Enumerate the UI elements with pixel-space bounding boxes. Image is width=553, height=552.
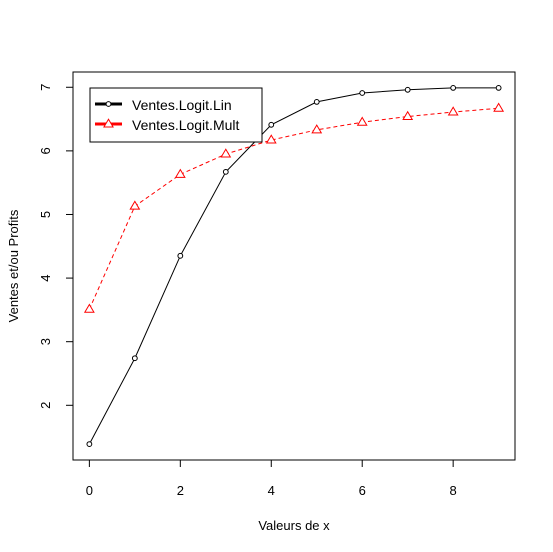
y-tick-label: 6 [38,147,53,154]
data-point [220,148,232,158]
series-line [88,87,499,445]
series-line [88,107,499,310]
x-tick-label: 4 [268,483,275,498]
data-point [402,110,414,121]
x-tick-label: 2 [177,483,184,498]
data-point [313,98,320,105]
data-point [495,85,502,91]
data-point [129,200,141,210]
legend-swatch-marker [103,118,114,128]
x-axis: 0 2 4 6 8 [86,459,457,498]
data-point [265,134,277,144]
x-tick-label: 0 [86,483,93,498]
data-point [493,102,505,112]
x-tick-label: 6 [359,483,366,498]
y-tick-label: 2 [38,402,53,409]
data-point [222,168,229,175]
series-layer [83,85,505,447]
y-tick-label: 5 [38,211,53,218]
data-point [86,441,93,447]
data-point [268,121,275,128]
y-tick-label: 4 [38,274,53,281]
y-axis-title: Ventes et/ou Profits [6,209,21,322]
legend-swatch-marker [105,101,112,107]
data-point [356,116,368,126]
data-point [83,303,95,313]
y-tick-label: 7 [38,84,53,91]
x-tick-label: 8 [450,483,457,498]
series-1 [83,102,505,313]
data-point [311,124,323,134]
legend-label-ventes-logit-mult: Ventes.Logit.Mult [132,117,240,133]
data-point [177,252,184,259]
data-point [447,106,459,116]
data-point [359,90,366,96]
data-point [131,355,138,362]
y-axis: 2 3 4 5 6 7 [38,84,74,409]
legend: Ventes.Logit.Lin Ventes.Logit.Mult [89,87,263,143]
x-axis-title: Valeurs de x [258,518,330,533]
series-0 [86,85,502,447]
data-point [404,86,411,93]
legend-box [89,87,263,143]
data-point [450,85,457,91]
legend-label-ventes-logit-lin: Ventes.Logit.Lin [132,97,232,113]
data-point [174,168,186,178]
y-tick-label: 3 [38,338,53,345]
